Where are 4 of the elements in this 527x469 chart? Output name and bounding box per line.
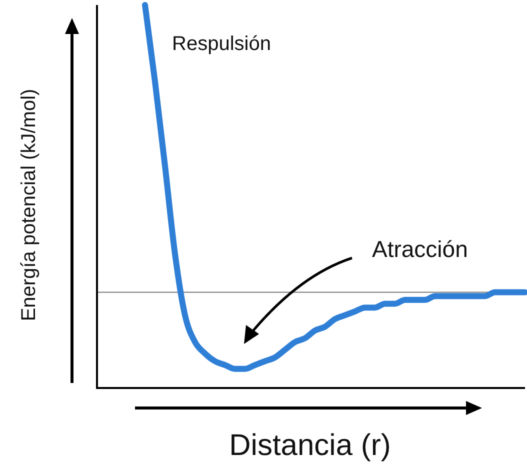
x-axis-title: Distancia (r) [229,429,391,462]
annotation: Atracción [372,236,468,262]
y-axis-title: Energía potencial (kJ/mol) [18,88,40,322]
annotation: Respulsión [172,33,271,55]
